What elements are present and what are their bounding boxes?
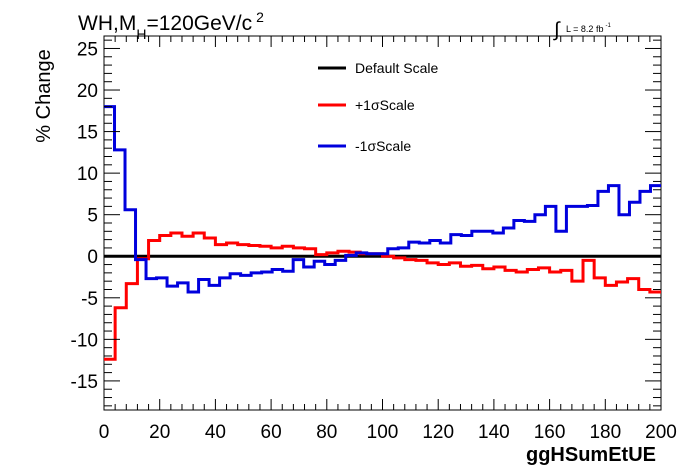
x-tick-label: 0 bbox=[99, 422, 110, 443]
lumi-text: L = 8.2 fb bbox=[566, 24, 603, 34]
series-line-1 bbox=[104, 231, 661, 361]
y-tick-label: 25 bbox=[77, 39, 98, 60]
chart-title: WH,MH=120GeV/c 2 bbox=[78, 9, 264, 42]
x-tick-label: 20 bbox=[149, 422, 170, 443]
x-tick-label: 60 bbox=[261, 422, 282, 443]
lumi-label: L = 8.2 fb -1 bbox=[566, 23, 611, 34]
y-tick-label: -10 bbox=[71, 330, 98, 351]
y-tick-label: 10 bbox=[77, 164, 98, 185]
x-axis-label: ggHSumEtUE bbox=[526, 444, 656, 466]
chart-title-tail: =120GeV/c bbox=[146, 12, 252, 35]
series-line-2 bbox=[104, 105, 661, 294]
x-tick-label: 100 bbox=[367, 422, 399, 443]
legend-label-0: Default Scale bbox=[355, 60, 438, 76]
x-tick-label: 120 bbox=[422, 422, 454, 443]
y-axis-label: % Change bbox=[33, 49, 55, 142]
x-tick-label: 160 bbox=[534, 422, 566, 443]
y-tick-label: -5 bbox=[81, 289, 98, 310]
lumi-integral-symbol: ∫ bbox=[553, 19, 561, 41]
y-tick-label: -15 bbox=[71, 372, 98, 393]
x-tick-label: 180 bbox=[589, 422, 621, 443]
legend: Default Scale +1σScale -1σScale bbox=[318, 60, 438, 154]
x-tick-label: 200 bbox=[645, 422, 677, 443]
axes: 0 20 40 60 80 100 120 140 160 180 200 -15 -10 -5 0 5 10 1… bbox=[71, 36, 677, 443]
x-tick-label: 140 bbox=[478, 422, 510, 443]
chart-title-main: WH,M bbox=[78, 12, 136, 35]
x-tick-label: 80 bbox=[316, 422, 337, 443]
y-tick-label: 0 bbox=[87, 247, 98, 268]
x-tick-label: 40 bbox=[205, 422, 226, 443]
chart-title-superscript: 2 bbox=[256, 9, 264, 25]
chart-title-subscript: H bbox=[136, 26, 146, 42]
legend-label-2: -1σScale bbox=[355, 138, 411, 154]
lumi-superscript: -1 bbox=[605, 23, 611, 29]
series-lines bbox=[104, 105, 661, 361]
legend-label-1: +1σScale bbox=[355, 97, 415, 113]
y-tick-label: 20 bbox=[77, 81, 98, 102]
y-tick-label: 15 bbox=[77, 123, 98, 144]
y-tick-label: 5 bbox=[87, 206, 98, 227]
